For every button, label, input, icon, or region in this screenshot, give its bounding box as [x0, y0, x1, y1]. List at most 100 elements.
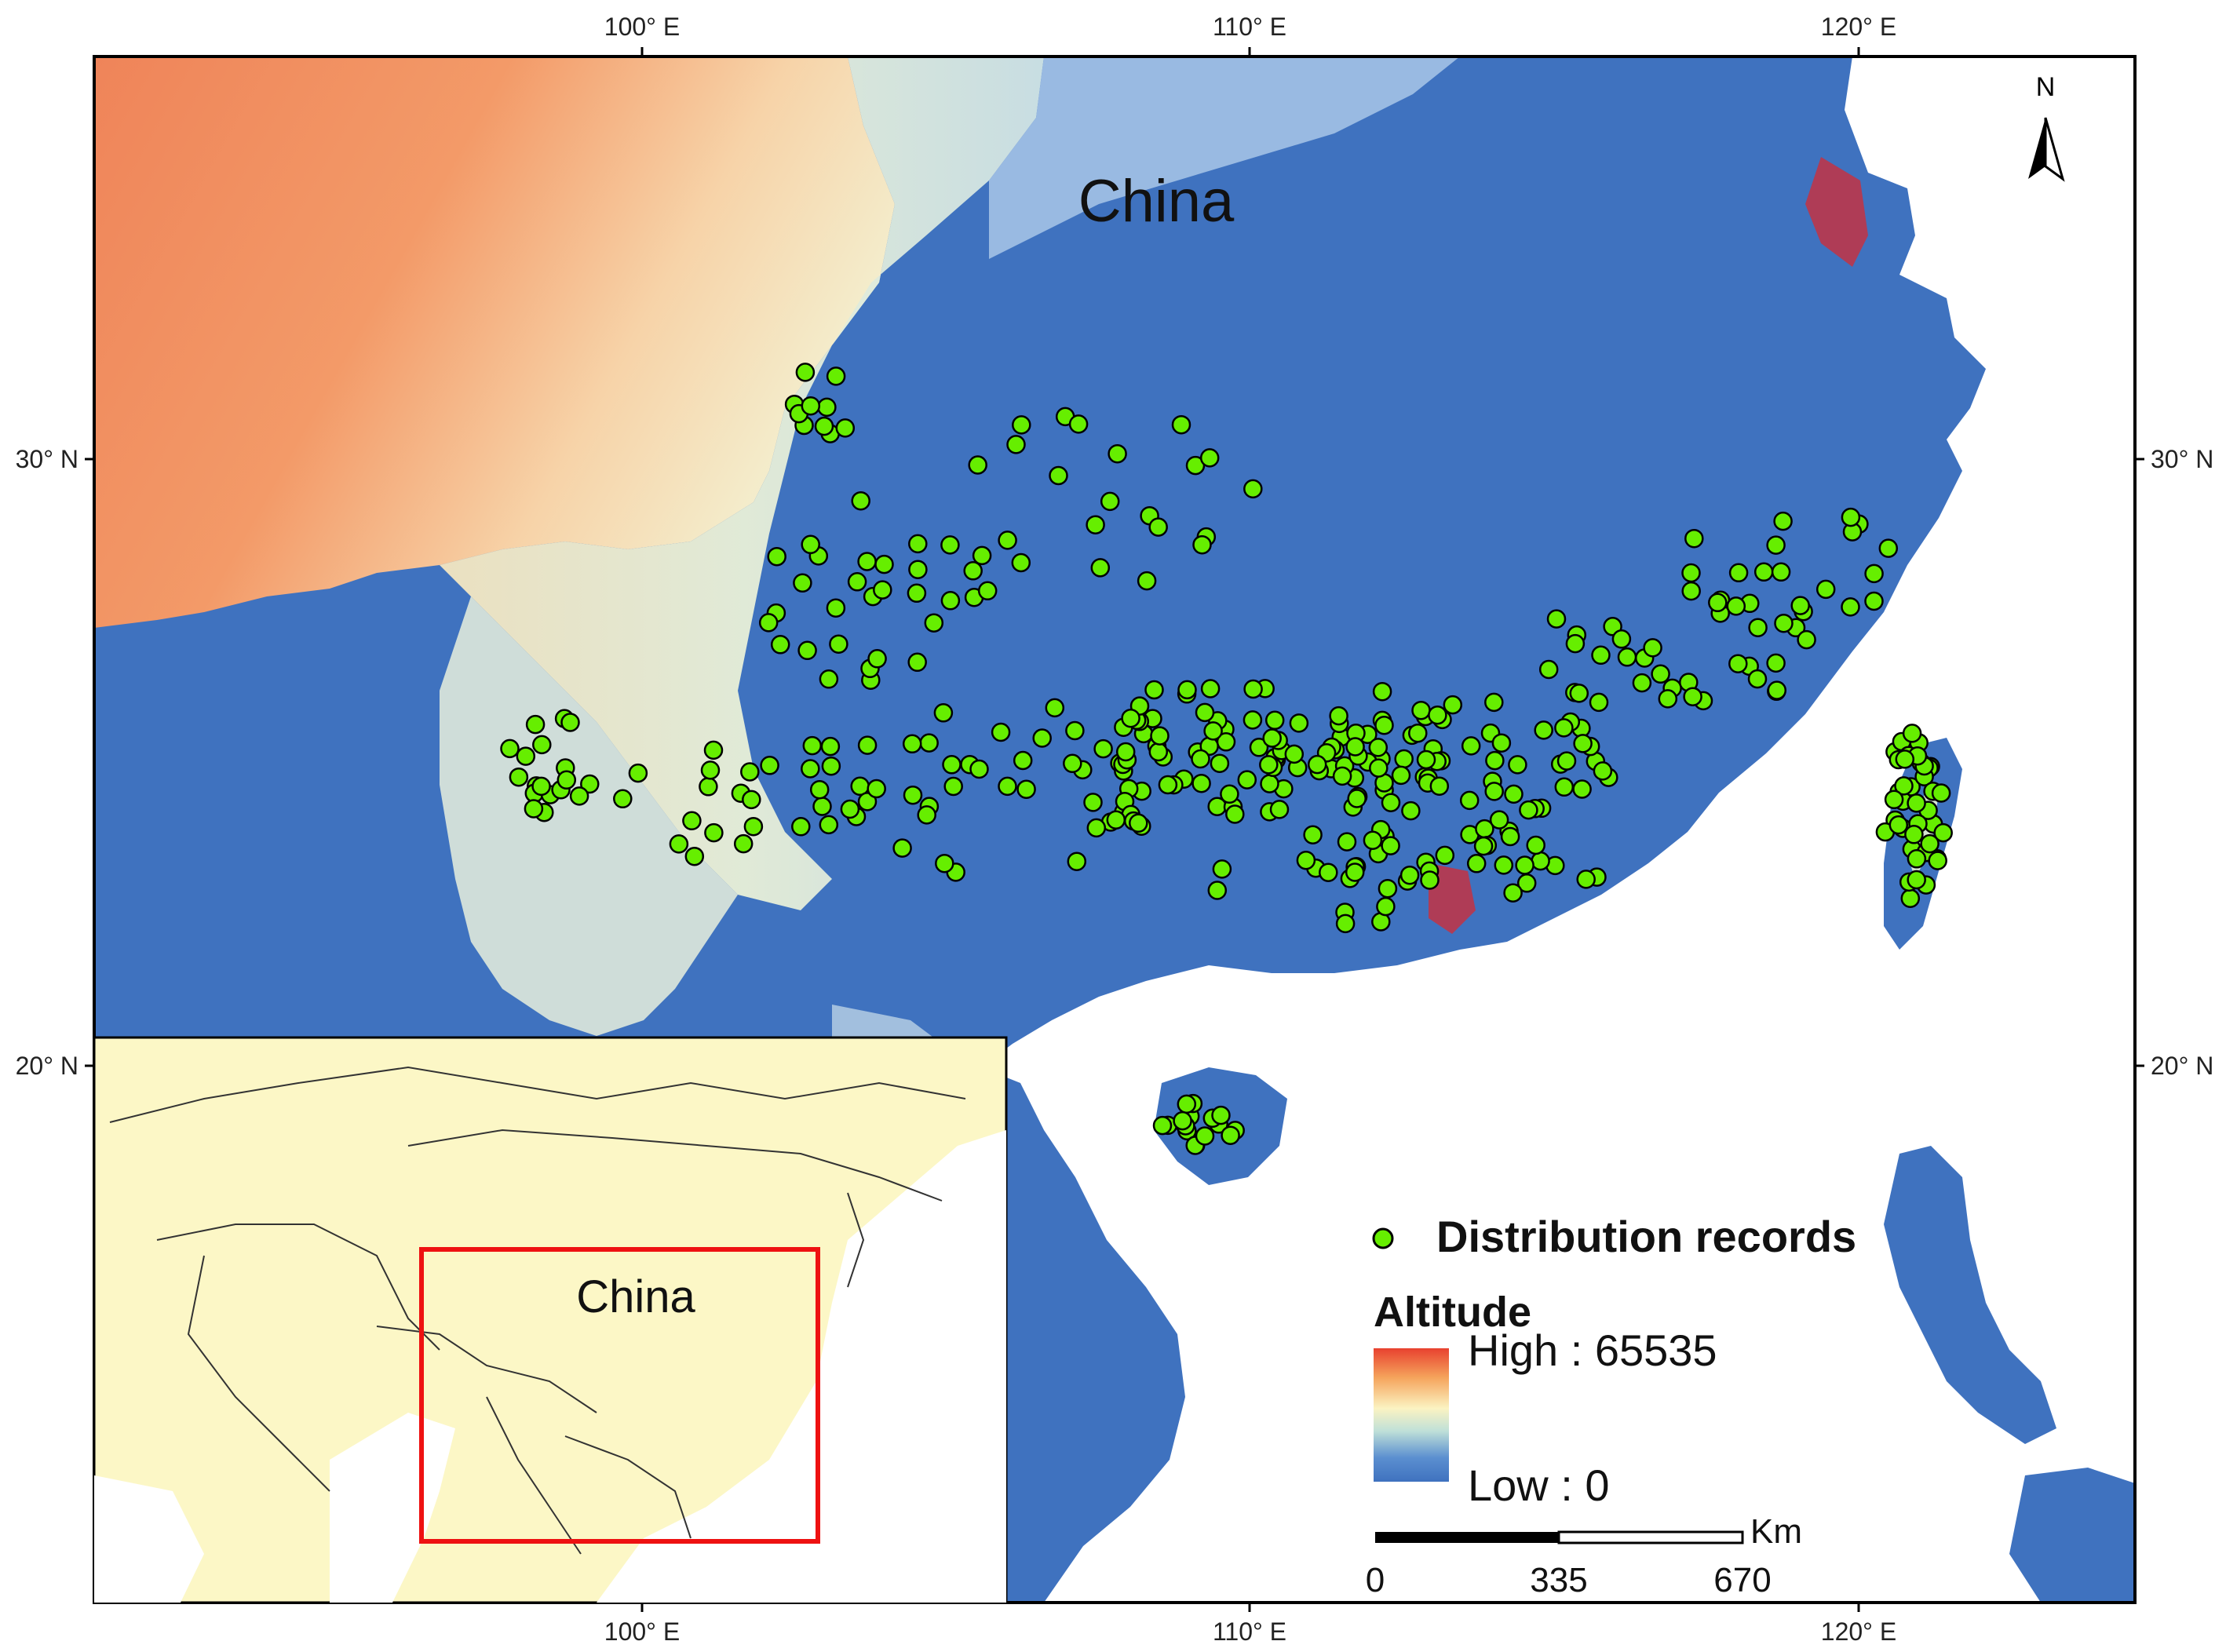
luzon-island: [1884, 1146, 2056, 1444]
distribution-record-point: [1264, 710, 1285, 731]
distribution-record-point: [569, 786, 589, 806]
distribution-record-point: [1345, 737, 1365, 757]
distribution-record-point: [1150, 726, 1170, 746]
distribution-record-point: [560, 713, 580, 732]
distribution-record-point: [1259, 755, 1279, 775]
distribution-record-point: [793, 573, 812, 593]
distribution-record-point: [1611, 629, 1632, 649]
distribution-record-point: [1045, 698, 1065, 718]
distribution-record-point: [1411, 700, 1431, 720]
distribution-record-point: [1093, 738, 1113, 759]
distribution-record-point: [1032, 728, 1052, 748]
distribution-record-point: [1466, 854, 1487, 873]
distribution-record-point: [1895, 749, 1915, 769]
distribution-record-point: [1394, 749, 1414, 769]
distribution-record-point: [733, 833, 754, 854]
distribution-record-point: [826, 598, 846, 618]
distribution-record-point: [1177, 1094, 1197, 1114]
distribution-record-point: [1006, 435, 1026, 454]
distribution-record-point: [742, 790, 761, 810]
urban-area-shanghai: [1805, 157, 1868, 267]
distribution-record-point: [919, 733, 939, 753]
distribution-record-point: [1546, 609, 1567, 629]
distribution-record-point: [1747, 669, 1768, 689]
distribution-record-point: [532, 735, 552, 755]
distribution-record-point: [1221, 1125, 1240, 1145]
distribution-record-point: [867, 649, 887, 669]
distribution-record-point: [908, 534, 928, 554]
distribution-record-point: [1144, 680, 1164, 700]
distribution-record-point: [1158, 775, 1178, 795]
scale-segment-dark: [1375, 1532, 1559, 1543]
distribution-record-point: [1878, 538, 1899, 558]
distribution-record-point: [1748, 618, 1768, 637]
distribution-record-point: [1335, 914, 1356, 934]
distribution-record-point: [821, 756, 841, 776]
distribution-record-point: [1063, 753, 1082, 774]
distribution-record-point: [1538, 659, 1559, 680]
distribution-record-point: [1632, 673, 1652, 693]
distribution-record-point: [1864, 591, 1884, 611]
distribution-record-point: [1243, 710, 1263, 730]
scale-tick-label: 0: [1366, 1561, 1385, 1599]
distribution-record-point: [1374, 715, 1394, 735]
distribution-record-point: [1173, 1110, 1192, 1131]
distribution-record-point: [801, 759, 820, 779]
distribution-record-point: [1933, 822, 1953, 843]
lat-tick-label: 20° N: [16, 1052, 78, 1080]
distribution-record-point: [1086, 818, 1107, 838]
distribution-record-point: [991, 722, 1011, 742]
distribution-record-point: [1683, 687, 1702, 706]
distribution-record-point: [1428, 705, 1447, 725]
distribution-record-point: [1841, 507, 1861, 527]
scale-segment-light: [1557, 1530, 1744, 1544]
distribution-record-point: [942, 755, 962, 775]
distribution-record-point: [795, 363, 816, 382]
distribution-record-point: [1372, 681, 1392, 702]
inset-arabian-sea: [94, 1475, 204, 1603]
distribution-record-point: [1504, 784, 1524, 804]
distribution-record-point: [1212, 859, 1232, 879]
distribution-record-point: [703, 740, 724, 760]
distribution-record-point: [1815, 579, 1836, 600]
distribution-record-point: [917, 805, 936, 825]
legend-records-label: Distribution records: [1436, 1212, 1856, 1261]
distribution-record-point: [770, 635, 790, 655]
lat-tick-label: 20° N: [2151, 1052, 2213, 1080]
lon-tick-label: 120° E: [1821, 1617, 1896, 1646]
distribution-record-point: [516, 746, 536, 766]
distribution-record-point: [1200, 679, 1221, 698]
distribution-record-point: [835, 418, 856, 438]
distribution-record-point: [1841, 597, 1860, 617]
lon-tick-label: 100° E: [604, 1617, 680, 1646]
distribution-record-point: [1016, 779, 1036, 799]
distribution-record-point: [767, 546, 786, 567]
distribution-record-point: [857, 552, 877, 571]
distribution-record-point: [1459, 790, 1480, 811]
distribution-record-point: [613, 789, 633, 809]
distribution-record-point: [1086, 515, 1105, 534]
distribution-records: [500, 363, 1953, 1155]
lon-tick-label: 100° E: [604, 13, 680, 41]
inset-region-label: China: [576, 1271, 695, 1322]
distribution-record-point: [1337, 832, 1357, 852]
distribution-record-point: [809, 779, 830, 800]
distribution-record-point: [857, 792, 878, 811]
distribution-record-point: [1289, 713, 1309, 733]
distribution-record-point: [1576, 870, 1596, 889]
lon-tick-label: 110° E: [1213, 13, 1286, 41]
distribution-record-point: [1376, 896, 1396, 917]
distribution-record-point: [1381, 793, 1401, 812]
distribution-record-point: [1920, 833, 1940, 854]
distribution-record-point: [700, 760, 721, 780]
distribution-record-point: [1728, 563, 1749, 583]
distribution-record-point: [1928, 851, 1947, 870]
distribution-record-point: [1565, 633, 1586, 654]
distribution-record-point: [1484, 782, 1504, 801]
distribution-record-point: [1319, 862, 1338, 882]
distribution-record-point: [1864, 563, 1884, 584]
distribution-record-point: [873, 580, 892, 600]
distribution-record-point: [840, 799, 860, 819]
distribution-record-point: [1888, 815, 1909, 835]
